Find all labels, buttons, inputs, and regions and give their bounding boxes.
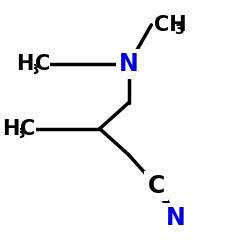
Text: H: H [16,54,34,74]
Text: N: N [119,52,139,76]
Text: CH: CH [154,15,186,35]
Text: C: C [148,174,165,198]
Text: N: N [166,206,185,230]
Text: C: C [20,119,35,139]
Text: 3: 3 [15,127,24,141]
Text: 3: 3 [29,63,39,77]
Text: 3: 3 [174,23,184,37]
Text: H: H [2,119,19,139]
Text: C: C [34,54,50,74]
